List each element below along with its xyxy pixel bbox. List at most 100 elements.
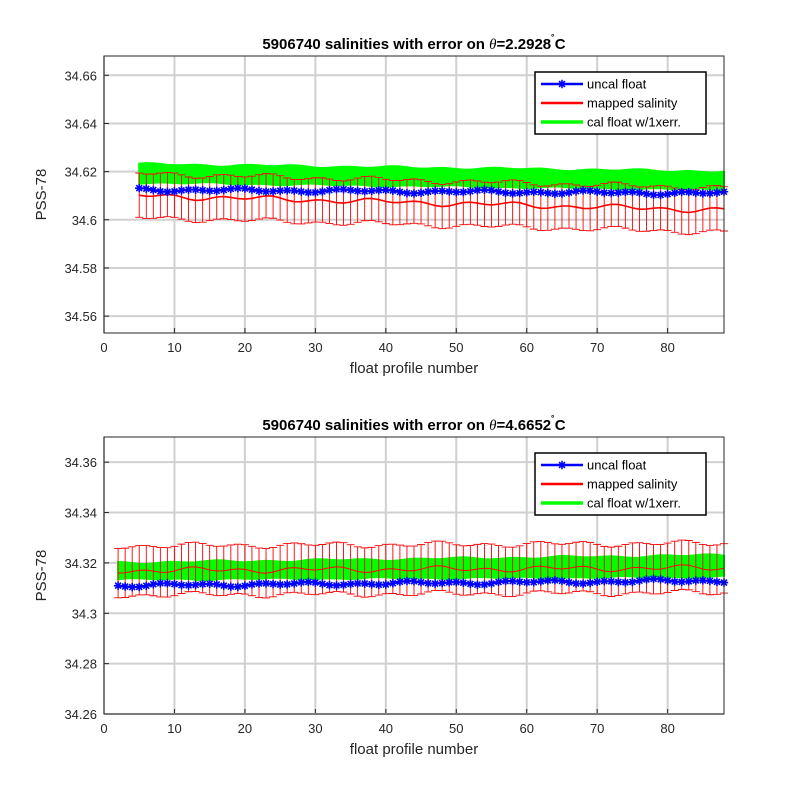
x-tick-label: 40 bbox=[379, 721, 393, 736]
uncal-float-point bbox=[473, 186, 482, 195]
uncal-float-point bbox=[649, 574, 658, 584]
uncal-float-point bbox=[522, 578, 531, 587]
uncal-float-point bbox=[416, 188, 426, 198]
uncal-float-point bbox=[452, 187, 461, 197]
uncal-float-point bbox=[149, 185, 158, 195]
uncal-float-point bbox=[142, 581, 151, 590]
uncal-float-point bbox=[367, 186, 376, 196]
legend-marker bbox=[557, 79, 567, 89]
uncal-float-point bbox=[374, 580, 383, 590]
y-tick-label: 34.26 bbox=[64, 707, 97, 722]
uncal-float-point bbox=[550, 189, 560, 198]
uncal-float-point bbox=[670, 577, 679, 586]
x-tick-label: 10 bbox=[167, 721, 181, 736]
uncal-float-point bbox=[480, 580, 489, 589]
uncal-float-point bbox=[191, 185, 200, 194]
x-tick-label: 40 bbox=[379, 340, 393, 355]
uncal-float-point bbox=[325, 580, 334, 590]
y-tick-label: 34.56 bbox=[64, 309, 97, 324]
uncal-float-point bbox=[522, 188, 531, 197]
uncal-float-point bbox=[501, 576, 510, 586]
uncal-float-point bbox=[543, 188, 553, 198]
uncal-float-point bbox=[712, 188, 722, 197]
uncal-float-point bbox=[459, 578, 468, 587]
uncal-float-point bbox=[226, 582, 236, 591]
uncal-float-point bbox=[635, 576, 644, 585]
uncal-float-point bbox=[282, 580, 292, 589]
top-chart: 0 10 20 30 40 50 60 70 80 34.56 34.58 34.6 34.62 34.6… bbox=[33, 34, 729, 377]
chart-title: 5906740 salinities with error on θ=2.292… bbox=[262, 34, 565, 53]
uncal-float-point bbox=[353, 186, 362, 196]
uncal-float-point bbox=[381, 580, 391, 589]
uncal-float-point bbox=[409, 577, 419, 586]
y-tick-label: 34.34 bbox=[64, 506, 97, 521]
title-value: =2.2928 bbox=[496, 36, 551, 53]
uncal-float-point bbox=[297, 187, 306, 196]
uncal-float-point bbox=[656, 190, 665, 200]
uncal-float-point bbox=[170, 187, 179, 196]
uncal-float-point bbox=[304, 188, 313, 197]
uncal-float-point bbox=[487, 186, 496, 195]
uncal-float-point bbox=[240, 184, 250, 193]
uncal-float-point bbox=[311, 578, 320, 587]
legend: uncal float mapped salinity cal float w/1x… bbox=[534, 71, 707, 135]
y-tick-label: 34.58 bbox=[64, 261, 97, 276]
x-tick-label: 10 bbox=[167, 340, 181, 355]
uncal-float-point bbox=[684, 187, 693, 197]
x-tick-label: 50 bbox=[449, 721, 463, 736]
uncal-float-point bbox=[480, 185, 489, 194]
title-value: =4.6652 bbox=[496, 417, 551, 434]
legend-label: uncal float bbox=[587, 458, 647, 473]
uncal-float-point bbox=[226, 184, 236, 194]
uncal-float-point bbox=[163, 579, 172, 588]
x-axis-label: float profile number bbox=[350, 360, 478, 377]
legend-label: cal float w/1xerr. bbox=[587, 115, 681, 130]
uncal-float-point bbox=[564, 188, 574, 197]
axes-box bbox=[103, 55, 725, 334]
uncal-float-point bbox=[275, 186, 285, 195]
uncal-float-point bbox=[374, 186, 383, 195]
uncal-float-point bbox=[219, 185, 228, 195]
uncal-float-point bbox=[275, 580, 285, 589]
uncal-float-point bbox=[198, 186, 207, 195]
title-theta: θ bbox=[489, 37, 497, 53]
uncal-float-point bbox=[494, 577, 503, 587]
y-tick-label: 34.36 bbox=[64, 455, 97, 470]
uncal-float-point bbox=[543, 576, 553, 585]
uncal-float-point bbox=[149, 580, 158, 589]
x-tick-label: 70 bbox=[590, 721, 604, 736]
uncal-float-point bbox=[677, 577, 686, 587]
uncal-float-point bbox=[437, 578, 447, 588]
axes-box bbox=[103, 436, 725, 715]
uncal-float-point bbox=[346, 579, 355, 589]
x-tick-label: 0 bbox=[100, 721, 107, 736]
uncal-float-point bbox=[437, 186, 447, 196]
uncal-float-point bbox=[536, 188, 546, 197]
uncal-float-point bbox=[423, 579, 433, 588]
uncal-float-point bbox=[318, 579, 327, 589]
uncal-float-point bbox=[656, 575, 665, 584]
uncal-float-point bbox=[529, 187, 538, 197]
uncal-float-point bbox=[212, 580, 221, 589]
uncal-float-point bbox=[388, 186, 398, 195]
uncal-float-point bbox=[339, 185, 348, 194]
uncal-float-point bbox=[297, 578, 306, 587]
uncal-float-point bbox=[614, 188, 623, 197]
uncal-float-point bbox=[607, 577, 616, 586]
uncal-float-point bbox=[529, 578, 538, 587]
uncal-float-point bbox=[578, 579, 588, 588]
uncal-float-point bbox=[254, 579, 264, 588]
uncal-float-point bbox=[268, 187, 278, 196]
uncal-float-point bbox=[254, 186, 264, 196]
x-tick-label: 0 bbox=[100, 340, 107, 355]
uncal-float-point bbox=[360, 579, 369, 588]
x-tick-label: 20 bbox=[238, 340, 252, 355]
uncal-float-point bbox=[240, 581, 250, 591]
uncal-float-point bbox=[649, 190, 658, 200]
uncal-float-point bbox=[395, 187, 405, 197]
uncal-float-point bbox=[592, 577, 602, 587]
uncal-float-point bbox=[642, 189, 651, 199]
mapped-salinity-line bbox=[118, 564, 725, 574]
uncal-float-point bbox=[423, 187, 433, 196]
uncal-float-point bbox=[184, 581, 193, 590]
